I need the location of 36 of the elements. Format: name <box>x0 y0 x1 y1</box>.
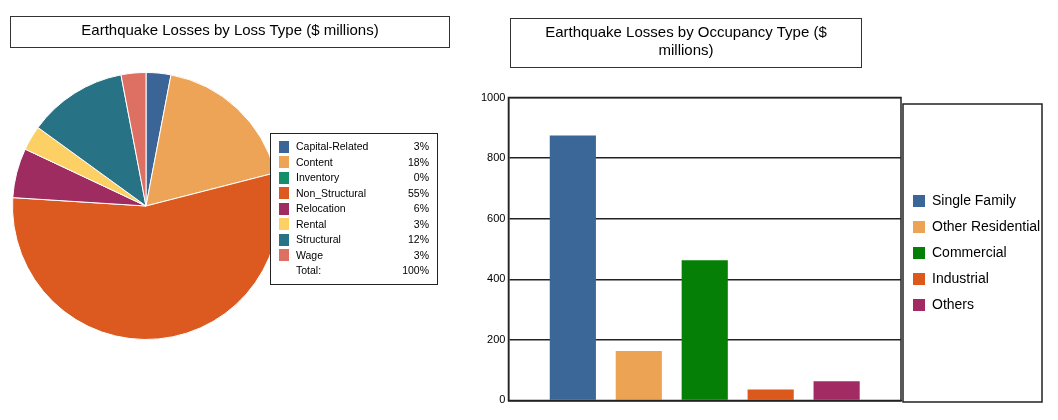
legend-label: Content <box>296 154 334 170</box>
text: 0% <box>413 171 429 183</box>
legend-label: Wage <box>296 247 325 263</box>
data-label: 3% <box>413 216 429 232</box>
legend-label: Other Residential <box>932 217 1041 234</box>
legend-label: Rental <box>296 216 328 232</box>
text: Total: <box>296 263 323 278</box>
text: 100% <box>402 263 429 278</box>
data-label: 3% <box>413 139 429 154</box>
legend-label: Single Family <box>932 191 1017 208</box>
data-label: 18% <box>407 154 429 170</box>
legend-label: Capital-Related <box>296 139 370 154</box>
data-label: 3% <box>413 247 429 263</box>
legend-label: Commercial <box>932 243 1007 260</box>
chart-title: Earthquake Losses by Loss Type ($ millions) <box>10 16 450 48</box>
bar <box>813 381 860 400</box>
legend-label: Industrial <box>932 269 989 286</box>
y-tick-label: 1000 <box>480 90 506 103</box>
y-tick-label: 800 <box>487 151 506 164</box>
legend-label: Others <box>932 295 975 312</box>
y-tick-label: 200 <box>487 332 506 345</box>
y-tick-label: 0 <box>499 393 506 406</box>
bar <box>681 260 728 400</box>
y-tick-label: 400 <box>487 272 506 285</box>
bar <box>615 351 662 400</box>
bar <box>549 135 596 400</box>
legend-label: Structural <box>296 232 342 247</box>
legend-label: Non_Structural <box>296 185 368 201</box>
chart-title: Earthquake Losses by Occupancy Type ($ millions) <box>510 18 862 68</box>
data-label: 6% <box>413 201 429 216</box>
legend-label: Relocation <box>296 201 347 216</box>
legend-label: Inventory <box>296 170 341 185</box>
y-tick-label: 600 <box>487 211 506 224</box>
bar <box>747 389 794 400</box>
data-label: 55% <box>407 185 429 201</box>
data-label: 12% <box>407 232 429 247</box>
